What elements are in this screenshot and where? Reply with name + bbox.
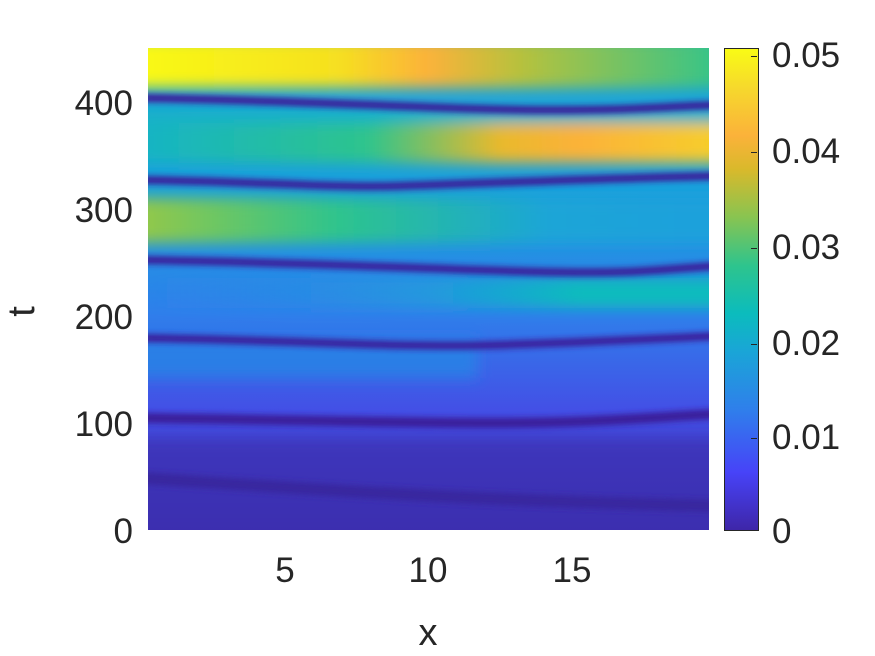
- colorbar-tick-0-01: 0.01: [772, 418, 841, 457]
- x-tick-5: 5: [275, 551, 295, 590]
- colorbar-tick-mark: [751, 152, 757, 153]
- colorbar-tick-0-04: 0.04: [772, 132, 841, 171]
- y-axis-label: t: [0, 306, 43, 317]
- heatmap-image: [148, 48, 709, 530]
- colorbar-tick-mark: [751, 248, 757, 249]
- x-axis-label: x: [418, 612, 438, 654]
- colorbar-tick-mark: [751, 56, 757, 57]
- colorbar-tick-0: 0: [772, 512, 792, 551]
- colorbar-tick-0-02: 0.02: [772, 324, 841, 363]
- colorbar-tick-mark: [751, 344, 757, 345]
- heatmap-plot-area: [148, 48, 709, 530]
- colorbar-tick-mark: [751, 438, 757, 439]
- colorbar-tick-0-03: 0.03: [772, 228, 841, 267]
- y-tick-200: 200: [74, 298, 133, 337]
- colorbar-tick-0-05: 0.05: [772, 36, 841, 75]
- x-tick-10: 10: [408, 551, 448, 590]
- colorbar: [724, 48, 759, 531]
- y-tick-400: 400: [74, 84, 133, 123]
- y-tick-100: 100: [74, 405, 133, 444]
- x-tick-15: 15: [552, 551, 592, 590]
- y-tick-300: 300: [74, 191, 133, 230]
- y-tick-0: 0: [113, 512, 133, 551]
